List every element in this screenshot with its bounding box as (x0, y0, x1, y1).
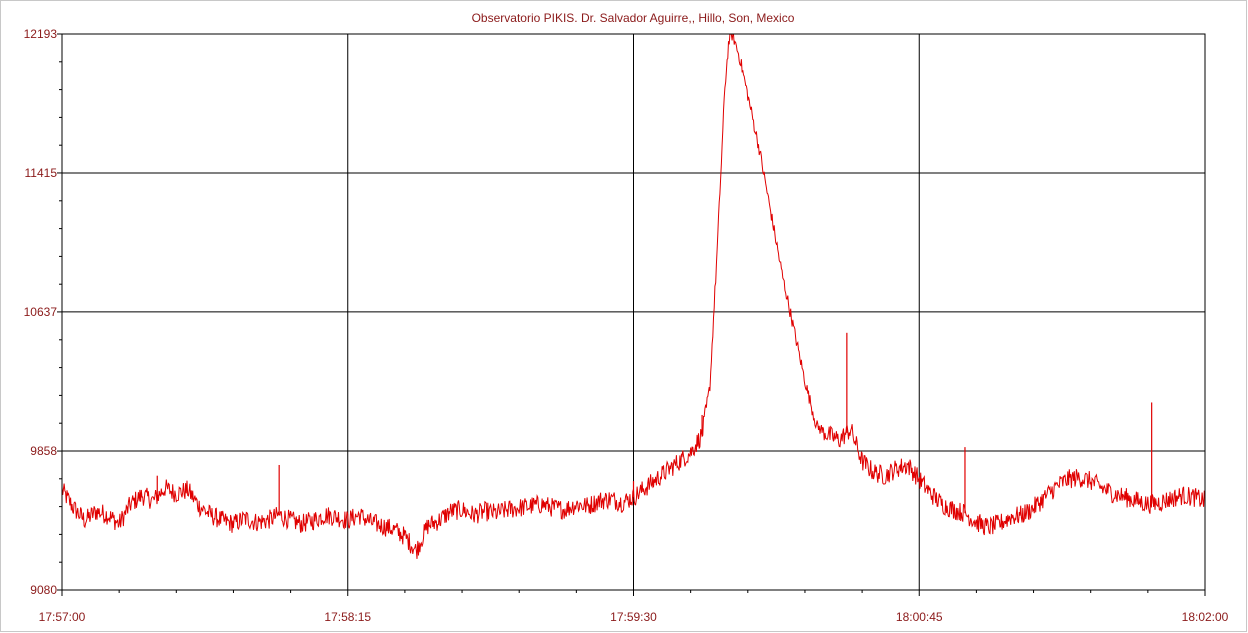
x-tick-label: 18:02:00 (1182, 610, 1229, 624)
y-axis-labels: 12193 11415 10637 9858 9080 (24, 27, 58, 597)
series-layer (61, 33, 1206, 559)
chart-title: Observatorio PIKIS. Dr. Salvador Aguirre… (472, 11, 795, 25)
y-tick-label: 9858 (30, 444, 57, 458)
x-tick-label: 17:58:15 (324, 610, 371, 624)
x-tick-label: 18:00:45 (896, 610, 943, 624)
y-tick-label: 9080 (30, 583, 57, 597)
x-axis-labels: 17:57:00 17:58:15 17:59:30 18:00:45 18:02:00 (39, 610, 1229, 624)
y-tick-label: 11415 (25, 166, 58, 180)
x-tick-label: 17:57:00 (39, 610, 86, 624)
x-tick-label: 17:59:30 (610, 610, 657, 624)
y-tick-label: 10637 (24, 305, 58, 319)
plot-area-border (61, 33, 1206, 591)
y-tick-label: 12193 (24, 27, 58, 41)
